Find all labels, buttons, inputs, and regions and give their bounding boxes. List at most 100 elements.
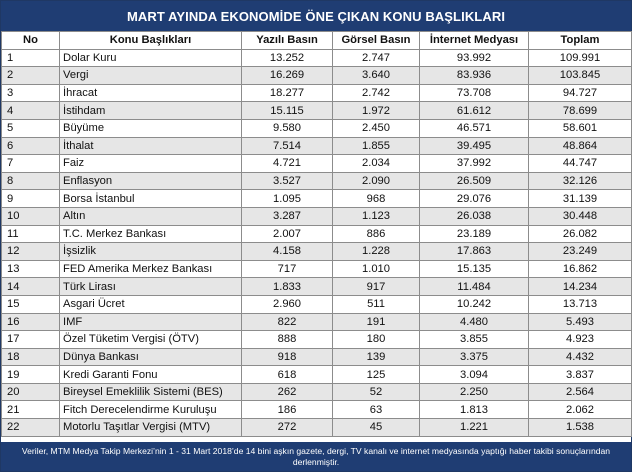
visual-media-cell: 191 xyxy=(332,312,420,332)
total-cell: 23.249 xyxy=(528,242,632,261)
total-cell: 48.864 xyxy=(528,136,632,156)
table-row: 4 İstihdam 15.115 1.972 61.612 78.699 xyxy=(1,101,632,120)
row-number-cell: 17 xyxy=(1,330,60,349)
print-media-cell: 15.115 xyxy=(241,101,333,120)
total-cell: 3.837 xyxy=(528,365,632,384)
visual-media-cell: 886 xyxy=(332,224,420,244)
visual-media-cell: 45 xyxy=(332,418,420,437)
internet-media-cell: 39.495 xyxy=(419,136,529,156)
visual-media-cell: 180 xyxy=(332,330,420,349)
table-row: 14 Türk Lirası 1.833 917 11.484 14.234 xyxy=(1,277,632,296)
table-row: 3 İhracat 18.277 2.742 73.708 94.727 xyxy=(1,83,632,103)
total-cell: 2.062 xyxy=(528,400,632,420)
internet-media-cell: 23.189 xyxy=(419,224,529,244)
topic-cell: Vergi xyxy=(59,66,242,85)
table-row: 10 Altın 3.287 1.123 26.038 30.448 xyxy=(1,206,632,226)
total-cell: 94.727 xyxy=(528,83,632,103)
print-media-cell: 1.833 xyxy=(241,277,333,296)
total-cell: 5.493 xyxy=(528,312,632,332)
table-row: 13 FED Amerika Merkez Bankası 717 1.010 15.1… xyxy=(1,259,632,279)
topic-cell: Özel Tüketim Vergisi (ÖTV) xyxy=(59,330,242,349)
row-number-cell: 21 xyxy=(1,400,60,420)
table-row: 16 IMF 822 191 4.480 5.493 xyxy=(1,312,632,332)
internet-media-cell: 26.509 xyxy=(419,171,529,191)
row-number-cell: 2 xyxy=(1,66,60,85)
row-number-cell: 6 xyxy=(1,136,60,156)
visual-media-cell: 1.123 xyxy=(332,206,420,226)
topic-cell: Türk Lirası xyxy=(59,277,242,296)
print-media-cell: 18.277 xyxy=(241,83,333,103)
internet-media-cell: 3.855 xyxy=(419,330,529,349)
internet-media-cell: 83.936 xyxy=(419,66,529,85)
table-row: 21 Fitch Derecelendirme Kuruluşu 186 63 1.81… xyxy=(1,400,632,420)
total-cell: 14.234 xyxy=(528,277,632,296)
internet-media-cell: 3.375 xyxy=(419,347,529,367)
table-row: 12 İşsizlik 4.158 1.228 17.863 23.249 xyxy=(1,242,632,261)
print-media-cell: 3.527 xyxy=(241,171,333,191)
table-row: 18 Dünya Bankası 918 139 3.375 4.432 xyxy=(1,347,632,367)
internet-media-cell: 29.076 xyxy=(419,189,529,208)
row-number-cell: 11 xyxy=(1,224,60,244)
column-header-internet-media: İnternet Medyası xyxy=(419,31,529,50)
print-media-cell: 7.514 xyxy=(241,136,333,156)
row-number-cell: 19 xyxy=(1,365,60,384)
print-media-cell: 4.158 xyxy=(241,242,333,261)
visual-media-cell: 511 xyxy=(332,294,420,314)
internet-media-cell: 11.484 xyxy=(419,277,529,296)
row-number-cell: 1 xyxy=(1,48,60,68)
visual-media-cell: 52 xyxy=(332,382,420,402)
topic-cell: Fitch Derecelendirme Kuruluşu xyxy=(59,400,242,420)
row-number-cell: 14 xyxy=(1,277,60,296)
internet-media-cell: 37.992 xyxy=(419,154,529,173)
total-cell: 4.923 xyxy=(528,330,632,349)
total-cell: 109.991 xyxy=(528,48,632,68)
row-number-cell: 4 xyxy=(1,101,60,120)
topic-cell: Kredi Garanti Fonu xyxy=(59,365,242,384)
row-number-cell: 18 xyxy=(1,347,60,367)
row-number-cell: 20 xyxy=(1,382,60,402)
table-row: 8 Enflasyon 3.527 2.090 26.509 32.126 xyxy=(1,171,632,191)
print-media-cell: 272 xyxy=(241,418,333,437)
internet-media-cell: 46.571 xyxy=(419,118,529,138)
total-cell: 13.713 xyxy=(528,294,632,314)
table-row: 15 Asgari Ücret 2.960 511 10.242 13.713 xyxy=(1,294,632,314)
visual-media-cell: 2.747 xyxy=(332,48,420,68)
topic-cell: Altın xyxy=(59,206,242,226)
visual-media-cell: 917 xyxy=(332,277,420,296)
total-cell: 58.601 xyxy=(528,118,632,138)
source-footnote: Veriler, MTM Medya Takip Merkezi’nin 1 -… xyxy=(1,442,631,471)
topic-cell: Enflasyon xyxy=(59,171,242,191)
visual-media-cell: 2.450 xyxy=(332,118,420,138)
print-media-cell: 618 xyxy=(241,365,333,384)
print-media-cell: 918 xyxy=(241,347,333,367)
column-header-print-media: Yazılı Basın xyxy=(241,31,333,50)
table-row: 7 Faiz 4.721 2.034 37.992 44.747 xyxy=(1,154,632,173)
table-body: 1 Dolar Kuru 13.252 2.747 93.992 109.991 2 Verg… xyxy=(1,48,632,437)
print-media-cell: 2.960 xyxy=(241,294,333,314)
topic-cell: İşsizlik xyxy=(59,242,242,261)
table-row: 11 T.C. Merkez Bankası 2.007 886 23.189 26.08… xyxy=(1,224,632,244)
internet-media-cell: 61.612 xyxy=(419,101,529,120)
visual-media-cell: 3.640 xyxy=(332,66,420,85)
internet-media-cell: 10.242 xyxy=(419,294,529,314)
table-title: MART AYINDA EKONOMİDE ÖNE ÇIKAN KONU BAŞ… xyxy=(1,1,631,31)
topic-cell: Faiz xyxy=(59,154,242,173)
visual-media-cell: 1.228 xyxy=(332,242,420,261)
topic-cell: Bireysel Emeklilik Sistemi (BES) xyxy=(59,382,242,402)
column-header-topic: Konu Başlıkları xyxy=(59,31,242,50)
internet-media-cell: 1.221 xyxy=(419,418,529,437)
total-cell: 103.845 xyxy=(528,66,632,85)
table-row: 20 Bireysel Emeklilik Sistemi (BES) 262 52 2… xyxy=(1,382,632,402)
internet-media-cell: 2.250 xyxy=(419,382,529,402)
row-number-cell: 15 xyxy=(1,294,60,314)
total-cell: 31.139 xyxy=(528,189,632,208)
print-media-cell: 4.721 xyxy=(241,154,333,173)
row-number-cell: 9 xyxy=(1,189,60,208)
print-media-cell: 1.095 xyxy=(241,189,333,208)
table-row: 6 İthalat 7.514 1.855 39.495 48.864 xyxy=(1,136,632,156)
topic-cell: İstihdam xyxy=(59,101,242,120)
row-number-cell: 16 xyxy=(1,312,60,332)
topic-cell: IMF xyxy=(59,312,242,332)
print-media-cell: 16.269 xyxy=(241,66,333,85)
